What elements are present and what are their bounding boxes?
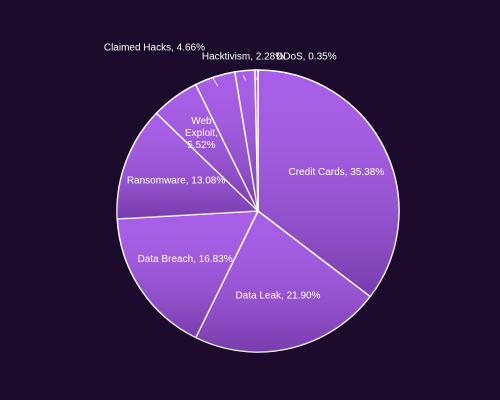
- data-label: Credit Cards, 35.38%: [289, 167, 385, 178]
- slice-shade: [156, 84, 258, 211]
- data-label: Data Breach, 16.83%: [138, 254, 233, 265]
- data-label: Exploit,: [185, 128, 218, 139]
- slice-shade: [254, 70, 258, 211]
- data-label: 5.52%: [187, 140, 215, 151]
- data-label: Data Leak, 21.90%: [235, 291, 320, 302]
- leader-line: [256, 70, 260, 80]
- data-label: Web: [191, 116, 212, 127]
- slice-shade: [195, 71, 258, 212]
- slice-shade: [234, 70, 258, 212]
- data-label: DDoS, 0.35%: [276, 52, 337, 63]
- slice-shade: [117, 211, 259, 338]
- slice-shade: [117, 113, 259, 219]
- leader-line: [212, 77, 219, 87]
- data-label: Ransomware, 13.08%: [127, 175, 225, 186]
- data-label: Hacktivism, 2.28%: [202, 52, 284, 63]
- data-label: Claimed Hacks, 4.66%: [104, 43, 205, 54]
- leader-line: [242, 74, 247, 81]
- slice-shade: [258, 70, 399, 297]
- slice-shade: [195, 211, 371, 352]
